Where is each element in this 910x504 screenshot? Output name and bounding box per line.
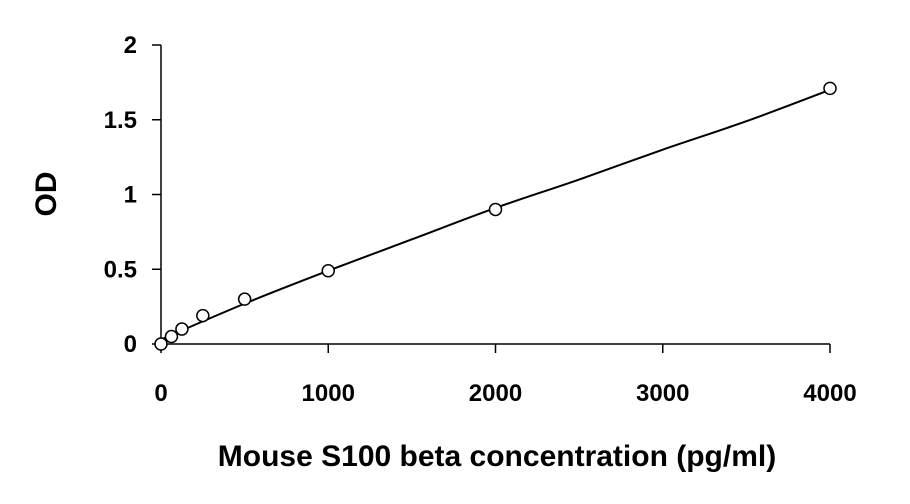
x-tick-label: 3000 xyxy=(636,380,689,407)
data-point xyxy=(175,322,189,336)
data-point xyxy=(237,292,252,306)
y-ticks: 0 0.5 1 1.5 2 xyxy=(104,32,161,358)
y-tick-label: 0 xyxy=(124,331,137,358)
data-points xyxy=(154,81,837,351)
y-tick-label: 1.5 xyxy=(104,107,137,134)
x-axis-title: Mouse S100 beta concentration (pg/ml) xyxy=(218,440,776,473)
data-point xyxy=(164,329,179,344)
data-point xyxy=(488,202,503,217)
x-tick-label: 4000 xyxy=(803,380,856,407)
plot-area: 0 0.5 1 1.5 2 0 1000 2000 3000 4000 xyxy=(104,32,857,407)
y-axis-title: OD xyxy=(30,172,63,217)
data-point xyxy=(823,81,837,96)
x-tick-label: 1000 xyxy=(302,380,355,407)
x-tick-label: 2000 xyxy=(469,380,522,407)
data-point xyxy=(196,308,210,323)
x-tick-label: 0 xyxy=(154,380,167,407)
data-point xyxy=(154,337,168,351)
y-tick-label: 2 xyxy=(124,32,137,59)
x-ticks: 0 1000 2000 3000 4000 xyxy=(154,344,857,407)
y-tick-label: 0.5 xyxy=(104,256,137,283)
y-tick-label: 1 xyxy=(124,182,137,209)
data-point xyxy=(321,263,335,278)
